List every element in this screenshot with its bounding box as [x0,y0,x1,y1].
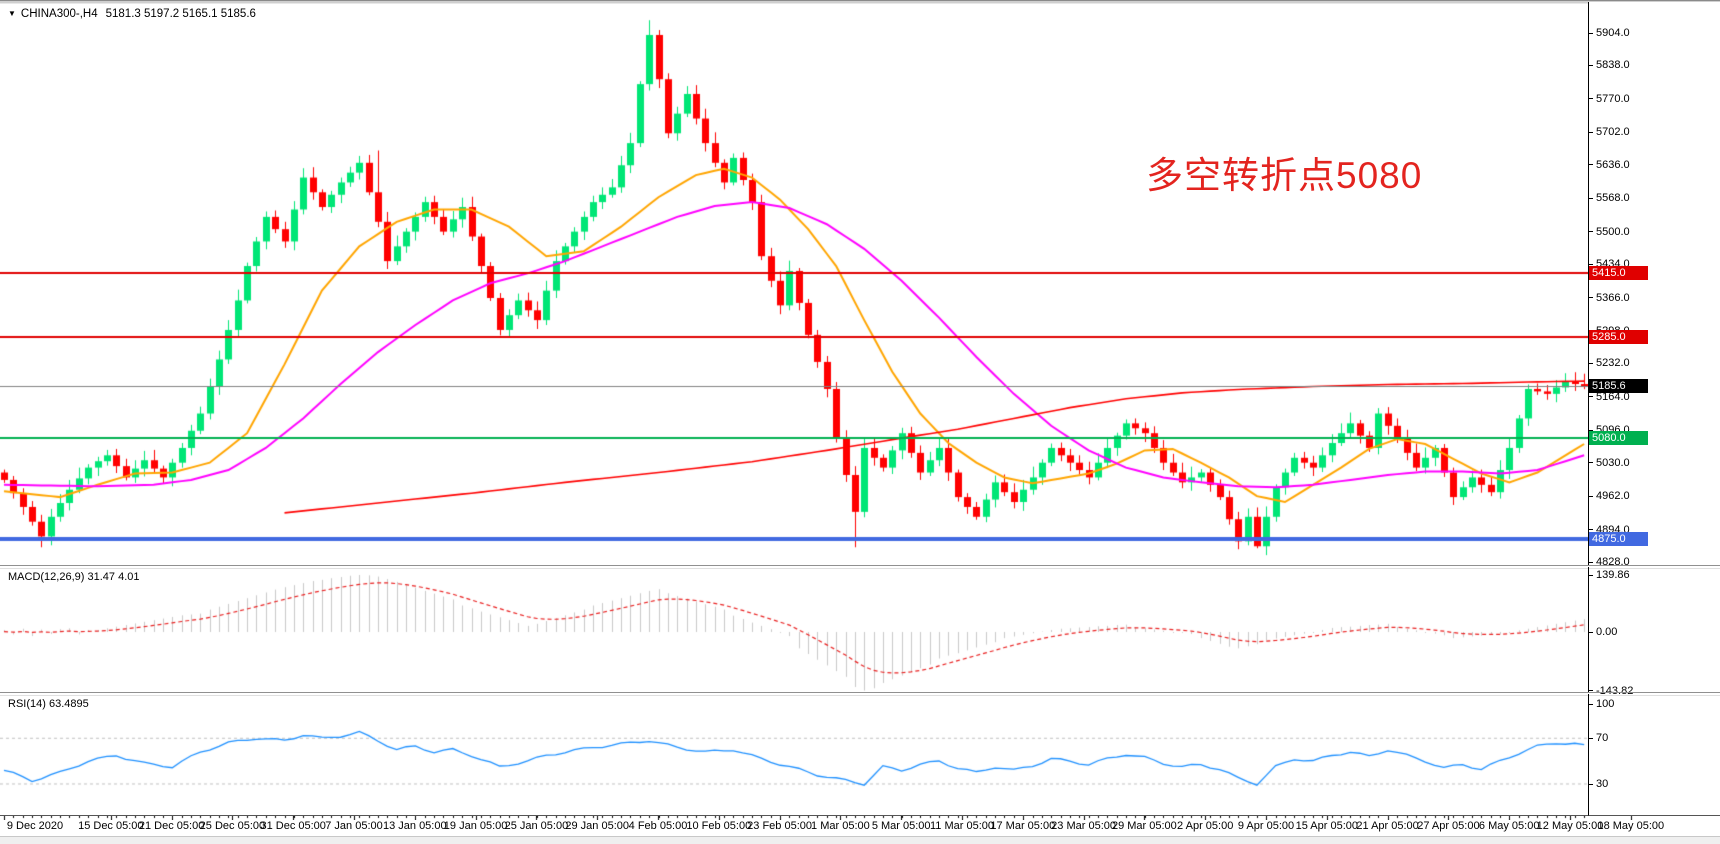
price-tick-label: 5770.0 [1589,93,1630,106]
price-tick-label: 5500.0 [1589,226,1630,239]
date-tick-label: 12 May 05:00 [1536,820,1604,832]
annotation-text: 多空转折点5080 [1146,155,1423,196]
date-tick-label: 17 Mar 05:00 [990,820,1056,832]
date-tick-label: 5 Mar 05:00 [871,820,931,832]
pivot-price-label: 5080.0 [1589,431,1648,446]
price-tick-label: 5568.0 [1589,192,1630,205]
date-tick-label: 7 Jan 05:00 [325,820,383,832]
date-tick-label: 23 Feb 05:00 [747,820,813,832]
macd-panel: MACD(12,26,9) 31.47 4.01 [0,567,1589,692]
date-axis[interactable]: 9 Dec 2020 15 Dec 05:00 21 Dec 05:00 25 Dec… [0,816,1720,836]
rsi-label: RSI(14) 63.4895 [8,698,89,710]
main-chart-panel: 多空转折点5080 [0,2,1589,565]
date-tick-label: 6 May 05:00 [1478,820,1540,832]
price-tick-label: 5366.0 [1589,292,1630,305]
rsi-tick-label: 30 [1589,778,1608,791]
chevron-down-icon[interactable]: ▼ [8,9,16,18]
price-axis[interactable]: 5904.0 5838.0 5770.0 5702.0 5636.0 5568.0 5500… [1589,2,1720,568]
support-price-label: 4875.0 [1589,531,1648,546]
date-tick-label: 19 Jan 05:00 [443,820,508,832]
date-tick-label: 2 Apr 05:00 [1177,820,1234,832]
date-tick-label: 1 Mar 05:00 [811,820,870,832]
date-tick-label: 21 Dec 05:00 [138,820,205,832]
date-tick-label: 23 Mar 05:00 [1051,820,1117,832]
current-price-price-label: 5185.6 [1589,379,1648,394]
macd-label: MACD(12,26,9) 31.47 4.01 [8,571,140,583]
macd-tick-label: 139.86 [1589,569,1630,582]
date-tick-label: 15 Apr 05:00 [1295,820,1358,832]
date-tick-label: 9 Dec 2020 [6,820,64,832]
resistance-price-label: 5285.0 [1589,330,1648,345]
date-tick-label: 10 Feb 05:00 [686,820,752,832]
date-tick-label: 29 Jan 05:00 [565,820,629,832]
symbol-info-bar: ▼ CHINA300-,H4 5181.3 5197.2 5165.1 5185.6 [8,8,256,20]
date-tick-label: 27 Apr 05:00 [1417,820,1480,832]
date-tick-label: 13 Jan 05:00 [382,820,447,832]
price-tick-label: 5702.0 [1589,126,1630,139]
date-tick-label: 29 Mar 05:00 [1111,820,1177,832]
macd-tick-label: 0.00 [1589,626,1617,639]
date-tick-label: 9 Apr 05:00 [1237,820,1295,832]
rsi-tick-label: 100 [1589,698,1614,711]
rsi-chart-canvas[interactable] [0,694,1588,815]
date-tick-label: 11 Mar 05:00 [929,820,995,832]
price-tick-label: 5636.0 [1589,159,1630,172]
bottom-strip [0,836,1720,844]
price-tick-label: 4962.0 [1589,490,1630,503]
price-tick-label: 5030.0 [1589,457,1630,470]
date-tick-label: 31 Dec 05:00 [260,820,326,832]
price-tick-label: 5838.0 [1589,59,1630,72]
price-tick-label: 5232.0 [1589,357,1630,370]
symbol-name: CHINA300-,H4 [20,8,98,20]
date-tick-marks [0,816,1720,820]
rsi-panel: RSI(14) 63.4895 [0,694,1589,816]
symbol-ohlc-values: 5181.3 5197.2 5165.1 5185.6 [105,8,256,20]
macd-tick-label: -143.82 [1589,685,1633,698]
resistance-price-label: 5415.0 [1589,266,1648,281]
rsi-tick-label: 70 [1589,732,1608,745]
candlestick-chart-canvas[interactable] [0,2,1588,565]
date-tick-label: 25 Dec 05:00 [199,820,266,832]
price-tick-label: 5164.0 [1589,391,1630,404]
date-tick-label: 25 Jan 05:00 [504,820,569,832]
macd-axis[interactable]: 139.86 0.00 -143.82 [1589,567,1720,697]
date-tick-label: 15 Dec 05:00 [78,820,144,832]
price-tick-label: 5904.0 [1589,27,1630,40]
date-tick-label: 18 May 05:00 [1597,820,1665,832]
macd-chart-canvas[interactable] [0,567,1588,692]
rsi-axis[interactable]: 100 70 30 [1589,694,1720,816]
date-tick-label: 4 Feb 05:00 [628,820,688,832]
date-tick-label: 21 Apr 05:00 [1356,820,1419,832]
